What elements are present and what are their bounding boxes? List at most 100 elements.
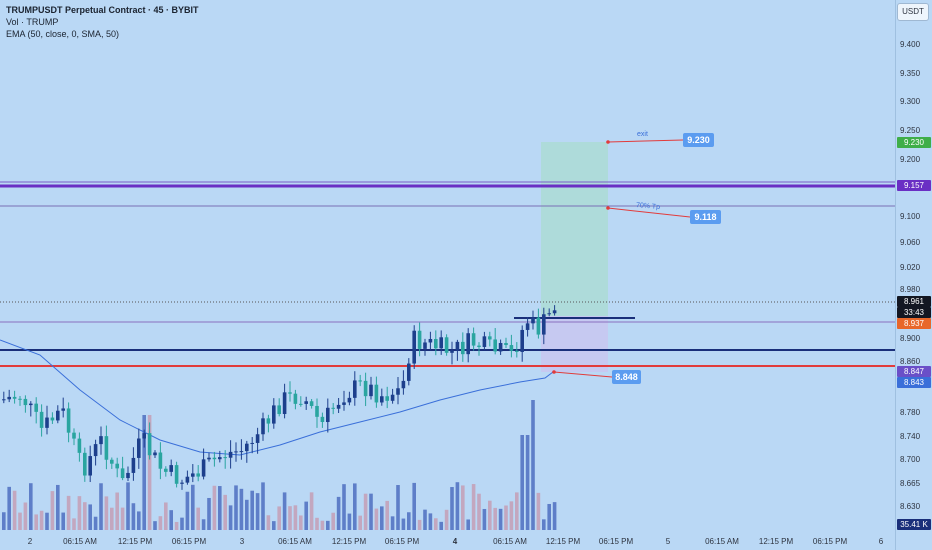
candle-body[interactable]: [412, 330, 416, 364]
currency-selector[interactable]: USDT: [897, 3, 929, 21]
candle-body[interactable]: [239, 451, 244, 453]
candle-body[interactable]: [50, 417, 55, 421]
candle-body[interactable]: [39, 411, 44, 428]
candle-body[interactable]: [88, 456, 92, 476]
symbol-title[interactable]: TRUMPUSDT Perpetual Contract · 45 · BYBI…: [6, 5, 199, 15]
candle-body[interactable]: [18, 398, 22, 400]
candle-body[interactable]: [77, 438, 82, 453]
ema-indicator-label[interactable]: EMA (50, close, 0, SMA, 50): [6, 29, 120, 39]
exit-price-box[interactable]: 9.230: [683, 133, 714, 147]
volume-indicator-label[interactable]: Vol · TRUMP: [6, 17, 59, 27]
candle-body[interactable]: [444, 337, 449, 353]
candle-body[interactable]: [131, 457, 136, 473]
candle-body[interactable]: [261, 418, 265, 435]
candle-body[interactable]: [525, 323, 530, 330]
candle-body[interactable]: [396, 388, 400, 395]
candle-body[interactable]: [336, 404, 341, 409]
candle-body[interactable]: [304, 401, 308, 404]
candle-body[interactable]: [439, 337, 443, 349]
candle-body[interactable]: [461, 341, 465, 355]
price-axis[interactable]: 9.400 9.350 9.300 9.250 9.200 9.100 9.06…: [895, 0, 932, 550]
candle-body[interactable]: [2, 399, 6, 401]
candle-body[interactable]: [142, 433, 146, 439]
candle-body[interactable]: [196, 473, 200, 477]
candle-body[interactable]: [531, 317, 535, 324]
candle-body[interactable]: [104, 436, 109, 460]
candle-body[interactable]: [93, 444, 98, 457]
candle-body[interactable]: [358, 380, 362, 382]
candle-body[interactable]: [66, 408, 71, 433]
candle-body[interactable]: [488, 336, 492, 340]
candle-body[interactable]: [293, 393, 298, 404]
candle-body[interactable]: [174, 465, 179, 484]
candle-body[interactable]: [380, 396, 384, 403]
candle-body[interactable]: [326, 407, 330, 423]
candle-body[interactable]: [434, 338, 438, 349]
candle-body[interactable]: [83, 452, 87, 476]
candle-body[interactable]: [401, 380, 406, 389]
candle-body[interactable]: [12, 396, 17, 399]
candle-body[interactable]: [315, 405, 319, 417]
candle-body[interactable]: [482, 336, 487, 347]
chart-plot-area[interactable]: [0, 0, 895, 550]
candle-body[interactable]: [56, 410, 60, 421]
candle-body[interactable]: [450, 350, 454, 353]
candle-body[interactable]: [158, 452, 163, 469]
candle-body[interactable]: [201, 459, 206, 477]
candle-body[interactable]: [363, 380, 368, 397]
candle-body[interactable]: [45, 417, 49, 428]
candle-body[interactable]: [212, 457, 217, 460]
position-loss-zone[interactable]: [541, 316, 608, 372]
candle-body[interactable]: [29, 403, 33, 406]
stop-price-box[interactable]: 8.848: [612, 370, 641, 384]
candle-body[interactable]: [245, 443, 249, 452]
candle-body[interactable]: [180, 482, 184, 484]
candle-body[interactable]: [223, 457, 227, 459]
candle-body[interactable]: [374, 384, 379, 403]
candle-body[interactable]: [477, 345, 481, 347]
candle-body[interactable]: [164, 468, 168, 472]
candle-body[interactable]: [7, 396, 11, 400]
candle-body[interactable]: [342, 402, 346, 405]
candle-body[interactable]: [126, 472, 130, 479]
candle-body[interactable]: [423, 342, 427, 349]
candle-body[interactable]: [282, 392, 287, 415]
candle-body[interactable]: [115, 463, 119, 469]
candle-body[interactable]: [169, 465, 173, 472]
candle-body[interactable]: [509, 345, 514, 351]
candle-body[interactable]: [34, 403, 38, 412]
candle-body[interactable]: [250, 442, 254, 444]
candle-body[interactable]: [99, 436, 103, 445]
exit-anchor-dot[interactable]: [606, 140, 610, 144]
candle-body[interactable]: [277, 405, 281, 415]
candle-body[interactable]: [417, 330, 422, 349]
candle-body[interactable]: [61, 408, 65, 411]
candle-body[interactable]: [390, 394, 395, 401]
stop-anchor-dot[interactable]: [552, 370, 556, 374]
candle-body[interactable]: [428, 338, 433, 343]
candle-body[interactable]: [147, 433, 152, 456]
candle-body[interactable]: [110, 459, 114, 464]
candle-body[interactable]: [385, 396, 389, 401]
candle-body[interactable]: [234, 451, 238, 453]
candle-body[interactable]: [353, 380, 357, 398]
candle-body[interactable]: [153, 452, 157, 456]
candle-body[interactable]: [466, 333, 470, 355]
candle-body[interactable]: [255, 434, 260, 443]
candle-body[interactable]: [552, 310, 557, 314]
candle-body[interactable]: [272, 405, 276, 424]
candle-body[interactable]: [320, 416, 325, 423]
tp-anchor-dot[interactable]: [606, 206, 610, 210]
candle-body[interactable]: [72, 432, 76, 439]
exit-note[interactable]: exit: [637, 131, 648, 138]
candle-body[interactable]: [536, 317, 541, 335]
candle-body[interactable]: [547, 313, 551, 315]
candle-body[interactable]: [542, 314, 546, 335]
candle-body[interactable]: [228, 451, 233, 458]
candle-body[interactable]: [498, 342, 503, 352]
candle-body[interactable]: [515, 350, 519, 352]
candle-body[interactable]: [185, 476, 190, 483]
candle-body[interactable]: [288, 392, 292, 394]
candle-body[interactable]: [520, 329, 524, 352]
